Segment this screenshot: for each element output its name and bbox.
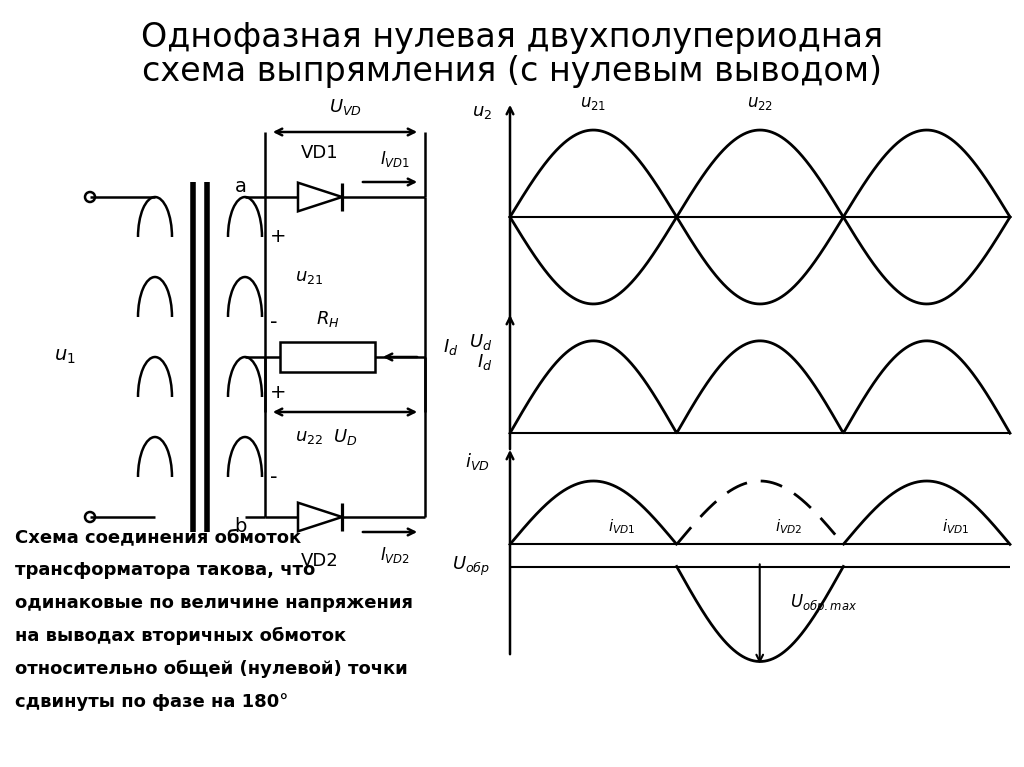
Bar [280,342,375,372]
Text: $I_d$: $I_d$ [476,352,492,372]
Text: $u_1$: $u_1$ [54,347,76,367]
Text: -: - [270,312,278,332]
Text: $U_{обр.max}$: $U_{обр.max}$ [790,592,857,616]
Text: +: + [270,228,287,246]
Text: $I_d$: $I_d$ [443,337,459,357]
Text: на выводах вторичных обмоток: на выводах вторичных обмоток [15,627,346,645]
Text: Однофазная нулевая двухполупериодная: Однофазная нулевая двухполупериодная [141,21,883,54]
Text: $I_{VD1}$: $I_{VD1}$ [380,149,410,169]
Text: $u_2$: $u_2$ [472,103,492,121]
Text: $u_{21}$: $u_{21}$ [581,94,606,112]
Text: b: b [234,518,247,536]
Text: $U_d$: $U_d$ [469,332,492,352]
Text: -: - [270,467,278,487]
Text: $i_{VD1}$: $i_{VD1}$ [608,518,636,536]
Text: $u_{22}$: $u_{22}$ [746,94,773,112]
Text: $i_{VD}$: $i_{VD}$ [465,452,490,472]
Text: сдвинуты по фазе на 180°: сдвинуты по фазе на 180° [15,693,289,711]
Text: $i_{VD2}$: $i_{VD2}$ [775,518,803,536]
Text: VD1: VD1 [301,144,339,162]
Text: $U_{VD}$: $U_{VD}$ [329,97,361,117]
Text: относительно общей (нулевой) точки: относительно общей (нулевой) точки [15,660,408,678]
Text: Схема соединения обмоток: Схема соединения обмоток [15,528,301,546]
Text: $u_{22}$: $u_{22}$ [295,428,324,446]
Text: +: + [270,383,287,401]
Text: схема выпрямления (с нулевым выводом): схема выпрямления (с нулевым выводом) [142,55,882,88]
Text: $i_{VD1}$: $i_{VD1}$ [942,518,969,536]
Text: VD2: VD2 [301,552,339,570]
Text: трансформатора такова, что: трансформатора такова, что [15,561,315,579]
Text: одинаковые по величине напряжения: одинаковые по величине напряжения [15,594,413,612]
Text: $R_H$: $R_H$ [315,309,339,329]
Text: $U_D$: $U_D$ [333,427,357,447]
Text: $u_{21}$: $u_{21}$ [295,268,324,286]
Text: a: a [236,177,247,196]
Text: $U_{обр}$: $U_{обр}$ [452,555,490,578]
Text: $I_{VD2}$: $I_{VD2}$ [380,545,410,565]
